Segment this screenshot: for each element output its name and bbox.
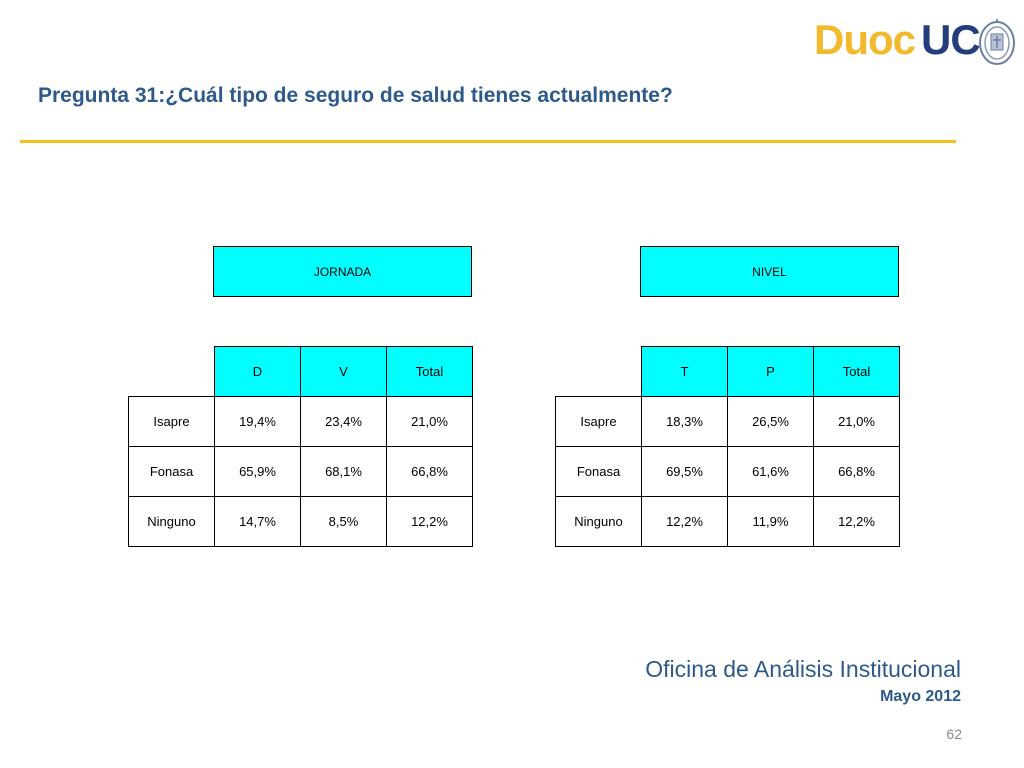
empty-corner: [556, 347, 642, 397]
table-cell: 11,9%: [727, 496, 814, 547]
footer-date: Mayo 2012: [880, 688, 961, 705]
table-cell: 12,2%: [386, 496, 473, 547]
table-cell: 19,4%: [214, 396, 301, 447]
page-number: 62: [946, 726, 962, 742]
table-cell: 61,6%: [727, 446, 814, 497]
table-cell: 23,4%: [300, 396, 387, 447]
table-cell: 69,5%: [641, 446, 728, 497]
nivel-table: T P Total Isapre 18,3% 26,5% 21,0% Fonas…: [555, 346, 900, 547]
table-cell: 12,2%: [813, 496, 900, 547]
table-cell: 21,0%: [386, 396, 473, 447]
slide-title: Pregunta 31:¿Cuál tipo de seguro de salu…: [38, 84, 673, 107]
column-header: V: [300, 346, 387, 397]
duoc-uc-logo: Duoc UC: [814, 14, 981, 66]
row-label: Isapre: [128, 396, 215, 447]
group-header-cell: NIVEL: [640, 246, 899, 297]
table-cell: 8,5%: [300, 496, 387, 547]
table-cell: 21,0%: [813, 396, 900, 447]
nivel-group-header: NIVEL: [640, 246, 899, 297]
title-underline: [20, 140, 956, 143]
group-header-cell: JORNADA: [213, 246, 472, 297]
table-cell: 65,9%: [214, 446, 301, 497]
column-header: D: [214, 346, 301, 397]
empty-corner: [129, 347, 215, 397]
table-cell: 18,3%: [641, 396, 728, 447]
row-label: Fonasa: [555, 446, 642, 497]
table-row: Ninguno 12,2% 11,9% 12,2%: [555, 496, 900, 547]
column-header: Total: [813, 346, 900, 397]
row-label: Ninguno: [128, 496, 215, 547]
row-label: Ninguno: [555, 496, 642, 547]
column-header: P: [727, 346, 814, 397]
column-header: T: [641, 346, 728, 397]
table-cell: 14,7%: [214, 496, 301, 547]
jornada-group-header: JORNADA: [213, 246, 472, 297]
jornada-table: D V Total Isapre 19,4% 23,4% 21,0% Fonas…: [128, 346, 473, 547]
table-row: Isapre 18,3% 26,5% 21,0%: [555, 396, 900, 447]
table-row: Ninguno 14,7% 8,5% 12,2%: [128, 496, 473, 547]
table-row: Fonasa 69,5% 61,6% 66,8%: [555, 446, 900, 497]
table-cell: 66,8%: [813, 446, 900, 497]
table-cell: 66,8%: [386, 446, 473, 497]
table-row: Isapre 19,4% 23,4% 21,0%: [128, 396, 473, 447]
table-cell: 68,1%: [300, 446, 387, 497]
row-label: Isapre: [555, 396, 642, 447]
university-seal-icon: [979, 18, 1015, 65]
footer-office: Oficina de Análisis Institucional: [645, 656, 961, 682]
logo-duoc-text: Duoc: [814, 16, 916, 63]
row-label: Fonasa: [128, 446, 215, 497]
column-header: Total: [386, 346, 473, 397]
table-cell: 12,2%: [641, 496, 728, 547]
logo-uc-text: UC: [921, 16, 981, 63]
table-row: Fonasa 65,9% 68,1% 66,8%: [128, 446, 473, 497]
table-cell: 26,5%: [727, 396, 814, 447]
